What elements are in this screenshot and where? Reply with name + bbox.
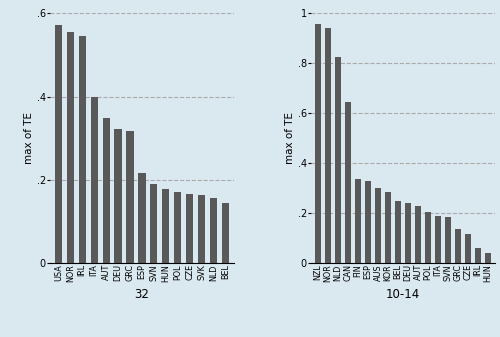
Y-axis label: max of TE: max of TE — [285, 112, 295, 164]
Bar — [162, 189, 170, 263]
Bar — [138, 174, 145, 263]
Bar — [210, 198, 217, 263]
Bar — [222, 204, 229, 263]
Bar — [435, 216, 441, 263]
Bar — [385, 192, 391, 263]
Bar — [55, 25, 62, 263]
Bar — [114, 129, 121, 263]
Bar — [415, 206, 421, 263]
Bar — [315, 24, 321, 263]
Bar — [78, 36, 86, 263]
Bar — [475, 248, 481, 263]
Bar — [445, 217, 451, 263]
X-axis label: 32: 32 — [134, 287, 150, 301]
Y-axis label: max of TE: max of TE — [24, 112, 34, 164]
Bar — [345, 102, 351, 263]
Bar — [90, 97, 98, 263]
X-axis label: 10-14: 10-14 — [386, 287, 420, 301]
Bar — [395, 201, 401, 263]
Bar — [465, 234, 471, 263]
Bar — [186, 194, 194, 263]
Bar — [425, 213, 431, 263]
Bar — [102, 118, 110, 263]
Bar — [355, 179, 361, 263]
Bar — [174, 192, 182, 263]
Bar — [485, 253, 491, 263]
Bar — [405, 203, 411, 263]
Bar — [150, 184, 158, 263]
Bar — [198, 195, 205, 263]
Bar — [375, 188, 381, 263]
Bar — [126, 131, 134, 263]
Bar — [365, 181, 371, 263]
Bar — [455, 229, 461, 263]
Bar — [66, 32, 74, 263]
Bar — [335, 57, 341, 263]
Bar — [325, 28, 331, 263]
